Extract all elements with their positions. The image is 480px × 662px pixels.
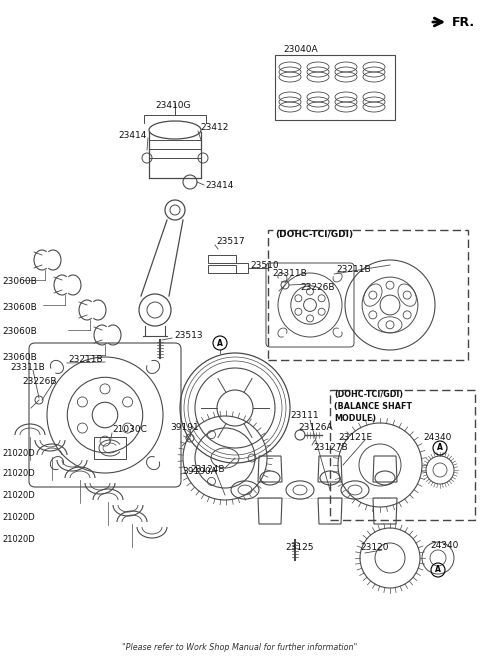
Text: 23060B: 23060B bbox=[2, 328, 37, 336]
Text: 23121E: 23121E bbox=[338, 434, 372, 442]
Text: 21020D: 21020D bbox=[2, 469, 35, 477]
Text: 23127B: 23127B bbox=[313, 444, 348, 453]
Bar bbox=[330, 390, 475, 520]
Bar bbox=[149, 121, 201, 159]
Bar bbox=[208, 255, 236, 263]
Bar bbox=[208, 265, 236, 273]
Text: 23414: 23414 bbox=[205, 181, 233, 189]
Text: "Please refer to Work Shop Manual for further information": "Please refer to Work Shop Manual for fu… bbox=[122, 643, 358, 653]
Text: FR.: FR. bbox=[452, 15, 475, 28]
Text: 23311B: 23311B bbox=[272, 269, 307, 277]
Text: 23040A: 23040A bbox=[283, 46, 318, 54]
Text: 23126A: 23126A bbox=[298, 424, 333, 432]
Text: 23124B: 23124B bbox=[190, 465, 225, 475]
Text: (BALANCE SHAFT: (BALANCE SHAFT bbox=[334, 401, 412, 410]
Text: 23412: 23412 bbox=[200, 124, 228, 132]
Text: 23311B: 23311B bbox=[10, 363, 45, 371]
Text: A: A bbox=[435, 565, 441, 575]
Text: 23414: 23414 bbox=[118, 130, 146, 140]
Text: 21030C: 21030C bbox=[112, 426, 147, 434]
Text: MODULE): MODULE) bbox=[334, 414, 376, 422]
Bar bbox=[275, 55, 395, 120]
Text: 39190A: 39190A bbox=[182, 467, 217, 477]
Text: (DOHC-TCI/GDI): (DOHC-TCI/GDI) bbox=[275, 230, 353, 238]
Text: 23060B: 23060B bbox=[2, 303, 37, 312]
Bar bbox=[268, 230, 468, 360]
Text: 23060B: 23060B bbox=[2, 352, 37, 361]
Text: 23226B: 23226B bbox=[300, 283, 335, 291]
Text: 23211B: 23211B bbox=[68, 355, 103, 365]
Text: 23111: 23111 bbox=[290, 410, 319, 420]
Text: 39191: 39191 bbox=[170, 424, 199, 432]
Text: 21020D: 21020D bbox=[2, 514, 35, 522]
Text: 24340: 24340 bbox=[424, 434, 452, 442]
Text: 23510: 23510 bbox=[250, 261, 278, 269]
Text: 23125: 23125 bbox=[285, 544, 313, 553]
Text: 23120: 23120 bbox=[360, 544, 388, 553]
Text: 23517: 23517 bbox=[216, 238, 245, 246]
Text: 24340: 24340 bbox=[430, 542, 458, 551]
Text: 23513: 23513 bbox=[174, 330, 203, 340]
Text: A: A bbox=[217, 338, 223, 348]
Text: 23226B: 23226B bbox=[22, 377, 57, 387]
Text: 21020D: 21020D bbox=[2, 536, 35, 545]
Text: 21020D: 21020D bbox=[2, 491, 35, 500]
Text: 23211B: 23211B bbox=[336, 265, 371, 275]
Text: A: A bbox=[437, 444, 443, 453]
Text: 23060B: 23060B bbox=[2, 277, 37, 287]
Text: 23410G: 23410G bbox=[155, 101, 191, 109]
Text: 21020D: 21020D bbox=[2, 448, 35, 457]
Text: (DOHC-TCI/GDI): (DOHC-TCI/GDI) bbox=[334, 389, 403, 399]
